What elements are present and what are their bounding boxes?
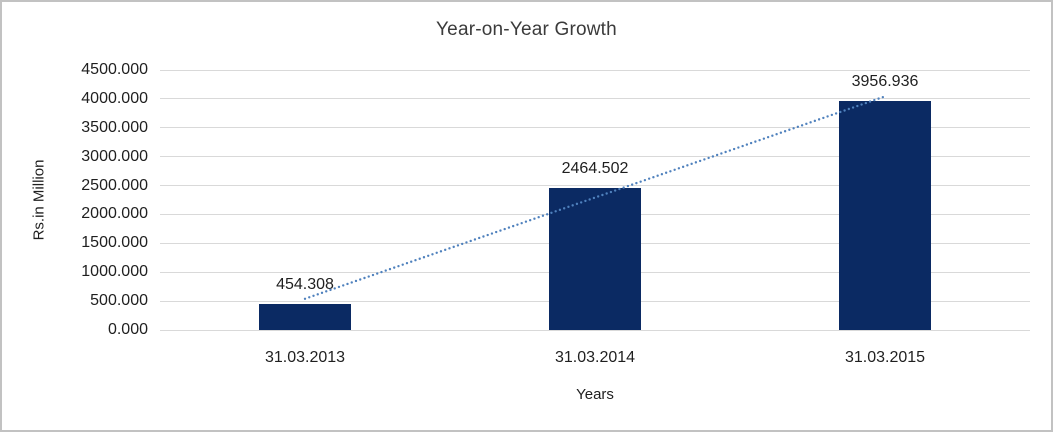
- y-tick-label: 2000.000: [81, 205, 148, 223]
- gridline: [160, 127, 1030, 129]
- x-axis-tick-labels: 31.03.2013 31.03.2014 31.03.2015: [160, 349, 1030, 369]
- gridline: [160, 156, 1030, 158]
- y-tick-label: 3000.000: [81, 147, 148, 165]
- y-tick-label: 1000.000: [81, 263, 148, 281]
- gridline: [160, 329, 1030, 331]
- bar-31.03.2015: [839, 101, 931, 330]
- plot-area: 454.308 2464.502 3956.936: [160, 69, 1030, 331]
- trendline: [303, 95, 887, 300]
- y-tick-label: 4000.000: [81, 89, 148, 107]
- chart-title: Year-on-Year Growth: [436, 19, 617, 40]
- gridline: [160, 185, 1030, 187]
- x-tick-label: 31.03.2013: [264, 349, 346, 366]
- bar-value-label: 3956.936: [851, 73, 919, 91]
- bar-value-label: 454.308: [276, 275, 334, 293]
- y-tick-label: 500.000: [90, 292, 148, 310]
- x-tick-label: 31.03.2014: [554, 349, 636, 366]
- y-tick-label: 2500.000: [81, 176, 148, 194]
- bar-31.03.2014: [549, 187, 641, 330]
- x-tick-label: 31.03.2015: [844, 349, 926, 366]
- y-tick-label: 4500.000: [81, 61, 148, 78]
- trendline-path: [303, 95, 887, 300]
- y-tick-label: 1500.000: [81, 234, 148, 252]
- x-axis-title: Years: [576, 386, 614, 403]
- y-tick-label: 3500.000: [81, 118, 148, 136]
- bar-31.03.2013: [259, 303, 351, 330]
- gridline: [160, 69, 1030, 71]
- gridline: [160, 98, 1030, 100]
- bar-value-label: 2464.502: [561, 159, 629, 177]
- y-tick-label: 0.000: [107, 321, 148, 338]
- y-axis-tick-labels: 4500.000 4000.000 3500.000 3000.000 2500.000…: [2, 61, 148, 338]
